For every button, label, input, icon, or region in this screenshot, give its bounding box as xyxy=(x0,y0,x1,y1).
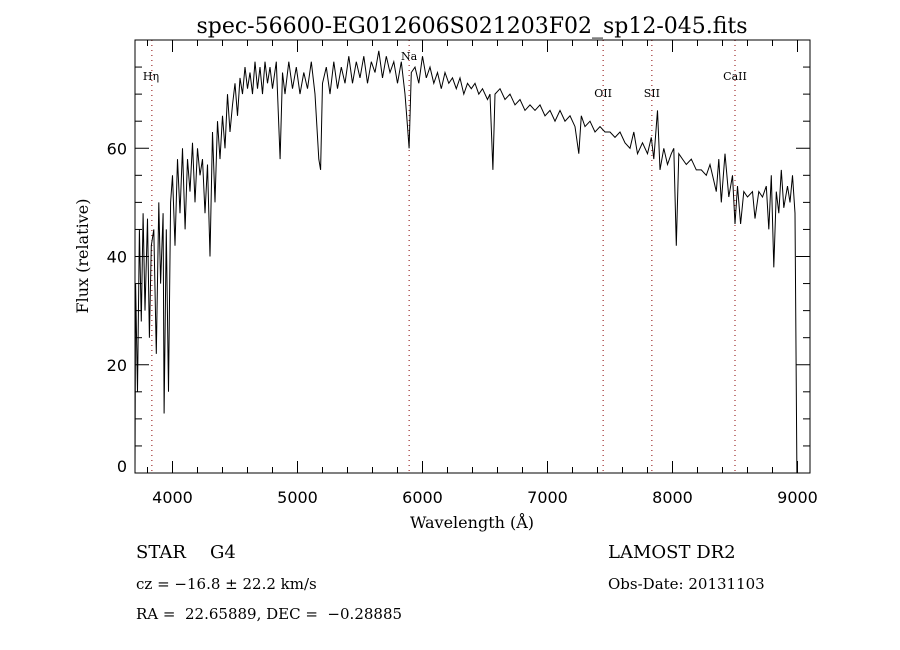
axis-ticks: 4000 5000 6000 7000 8000 9000 0 20 40 60 xyxy=(107,40,818,507)
x-axis-label: Wavelength (Å) xyxy=(410,512,534,532)
y-tick-label: 60 xyxy=(107,139,127,158)
x-tick-label: 5000 xyxy=(277,488,318,507)
spectrum-line xyxy=(134,50,798,474)
survey-name: LAMOST DR2 xyxy=(608,542,736,563)
redshift-text: cz = −16.8 ± 22.2 km/s xyxy=(136,575,317,593)
obs-date: Obs-Date: 20131103 xyxy=(608,575,765,593)
line-label: Hη xyxy=(143,70,159,83)
y-tick-label: 40 xyxy=(107,248,127,267)
object-class: STAR xyxy=(136,542,186,563)
line-label: Na xyxy=(401,50,418,63)
object-subclass: G4 xyxy=(210,542,236,563)
x-tick-label: 7000 xyxy=(527,488,568,507)
line-label: SII xyxy=(644,87,660,100)
coordinates: RA = 22.65889, DEC = −0.28885 xyxy=(136,605,403,623)
spectral-line-markers: Hη Na OII SII CaII xyxy=(143,40,747,473)
line-label: CaII xyxy=(723,70,747,83)
x-tick-label: 8000 xyxy=(652,488,693,507)
x-tick-label: 9000 xyxy=(777,488,818,507)
chart-title: spec-56600-EG012606S021203F02_sp12-045.f… xyxy=(196,14,747,39)
y-tick-label: 20 xyxy=(107,356,127,375)
y-tick-label: 0 xyxy=(117,457,127,476)
x-tick-label: 6000 xyxy=(402,488,443,507)
x-tick-label: 4000 xyxy=(152,488,193,507)
line-label: OII xyxy=(594,87,612,100)
y-axis-label: Flux (relative) xyxy=(73,199,92,314)
